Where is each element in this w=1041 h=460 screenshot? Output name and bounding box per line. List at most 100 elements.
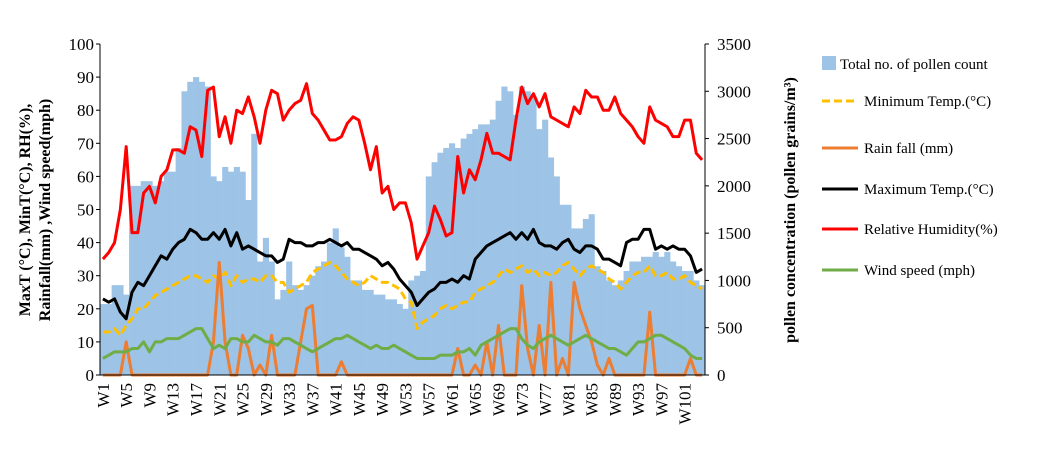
bar	[582, 218, 589, 375]
bar	[553, 176, 560, 375]
x-tick-label: W9	[140, 383, 159, 408]
y2-tick-label: 2500	[717, 130, 751, 149]
bar	[611, 285, 619, 375]
legend-label: Minimum Temp.(°C)	[864, 94, 991, 110]
legend-label: Rain fall (mm)	[864, 141, 953, 157]
bar	[326, 242, 333, 375]
bar	[489, 119, 496, 376]
bar	[198, 81, 206, 375]
bar	[693, 280, 700, 375]
bar	[251, 133, 258, 375]
bar	[518, 86, 525, 376]
bar	[332, 228, 339, 375]
x-tick-label: W65	[466, 383, 485, 416]
x-tick-label: W61	[443, 383, 462, 416]
x-tick-label: W45	[350, 383, 369, 416]
bar	[396, 304, 403, 375]
y-tick-label: 100	[69, 35, 95, 54]
bar	[408, 280, 415, 375]
bar	[513, 114, 520, 375]
x-tick-label: W93	[629, 383, 648, 416]
bar	[129, 185, 136, 375]
y2-tick-label: 500	[717, 319, 743, 338]
bar	[227, 171, 235, 375]
bar	[344, 256, 351, 375]
x-tick-label: W5	[117, 383, 136, 408]
bar	[175, 148, 182, 375]
x-tick-label: W57	[420, 383, 439, 417]
bar	[193, 77, 200, 375]
legend-label: Relative Humidity(%)	[864, 222, 998, 238]
y-tick-label: 50	[77, 201, 94, 220]
x-tick-label: W49	[373, 383, 392, 416]
bar	[245, 200, 252, 375]
bar	[559, 204, 566, 375]
bar	[536, 129, 543, 375]
bar	[437, 152, 444, 375]
y-tick-label: 20	[77, 300, 94, 319]
bar	[623, 270, 630, 375]
bar	[629, 261, 636, 375]
bar	[204, 86, 211, 376]
bar	[600, 270, 607, 375]
bar	[315, 266, 322, 375]
bar	[239, 171, 246, 375]
x-tick-label: W1	[94, 383, 113, 408]
y2-tick-label: 2000	[717, 177, 751, 196]
bar	[286, 261, 293, 375]
x-tick-label: W53	[396, 383, 415, 416]
y2-tick-label: 0	[717, 366, 726, 385]
bar	[594, 266, 601, 375]
y2-tick-label: 1500	[717, 224, 751, 243]
bar	[524, 91, 531, 376]
x-tick-label: W85	[583, 383, 602, 416]
y-tick-label: 10	[77, 333, 94, 352]
x-tick-label: W73	[513, 383, 532, 416]
bar	[606, 280, 613, 375]
bar	[547, 157, 555, 375]
bar	[658, 256, 665, 375]
x-tick-label: W97	[652, 383, 671, 417]
legend-label: Wind speed (mph)	[864, 263, 975, 279]
y-tick-label: 40	[77, 234, 94, 253]
x-tick-label: W81	[559, 383, 578, 416]
bar	[449, 143, 456, 375]
bar	[617, 280, 624, 375]
line-series	[101, 82, 704, 261]
y2-tick-label: 3500	[717, 35, 751, 54]
y-tick-label: 30	[77, 267, 94, 286]
bar	[664, 252, 671, 375]
bar	[140, 181, 147, 375]
bar	[233, 166, 240, 375]
bar	[367, 289, 374, 375]
line-series	[102, 327, 703, 360]
y2-tick-label: 3000	[717, 82, 751, 101]
bar	[670, 261, 677, 375]
bar	[385, 299, 392, 375]
x-tick-label: W37	[303, 383, 322, 417]
legend-swatch	[822, 56, 836, 70]
x-tick-label: W69	[489, 383, 508, 416]
bar	[373, 294, 380, 375]
bar	[152, 185, 159, 375]
x-tick-label: W89	[606, 383, 625, 416]
bar	[635, 261, 642, 375]
bar	[123, 294, 130, 375]
y-tick-label: 0	[86, 366, 95, 385]
y-axis-title: Rainfall(mm) ,Wind speed(mph)	[37, 99, 54, 321]
x-tick-label: W13	[164, 383, 183, 416]
bar	[460, 138, 467, 375]
bar	[483, 124, 491, 375]
bar	[321, 261, 328, 375]
bar	[466, 133, 473, 375]
x-tick-label: W41	[327, 383, 346, 416]
bar	[588, 214, 595, 375]
x-tick-label: W17	[187, 383, 206, 417]
bar	[390, 299, 397, 375]
bar	[303, 285, 310, 375]
bar	[274, 299, 281, 375]
bar	[675, 266, 683, 375]
bar	[262, 237, 270, 375]
bar	[181, 91, 188, 376]
x-tick-label: W33	[280, 383, 299, 416]
